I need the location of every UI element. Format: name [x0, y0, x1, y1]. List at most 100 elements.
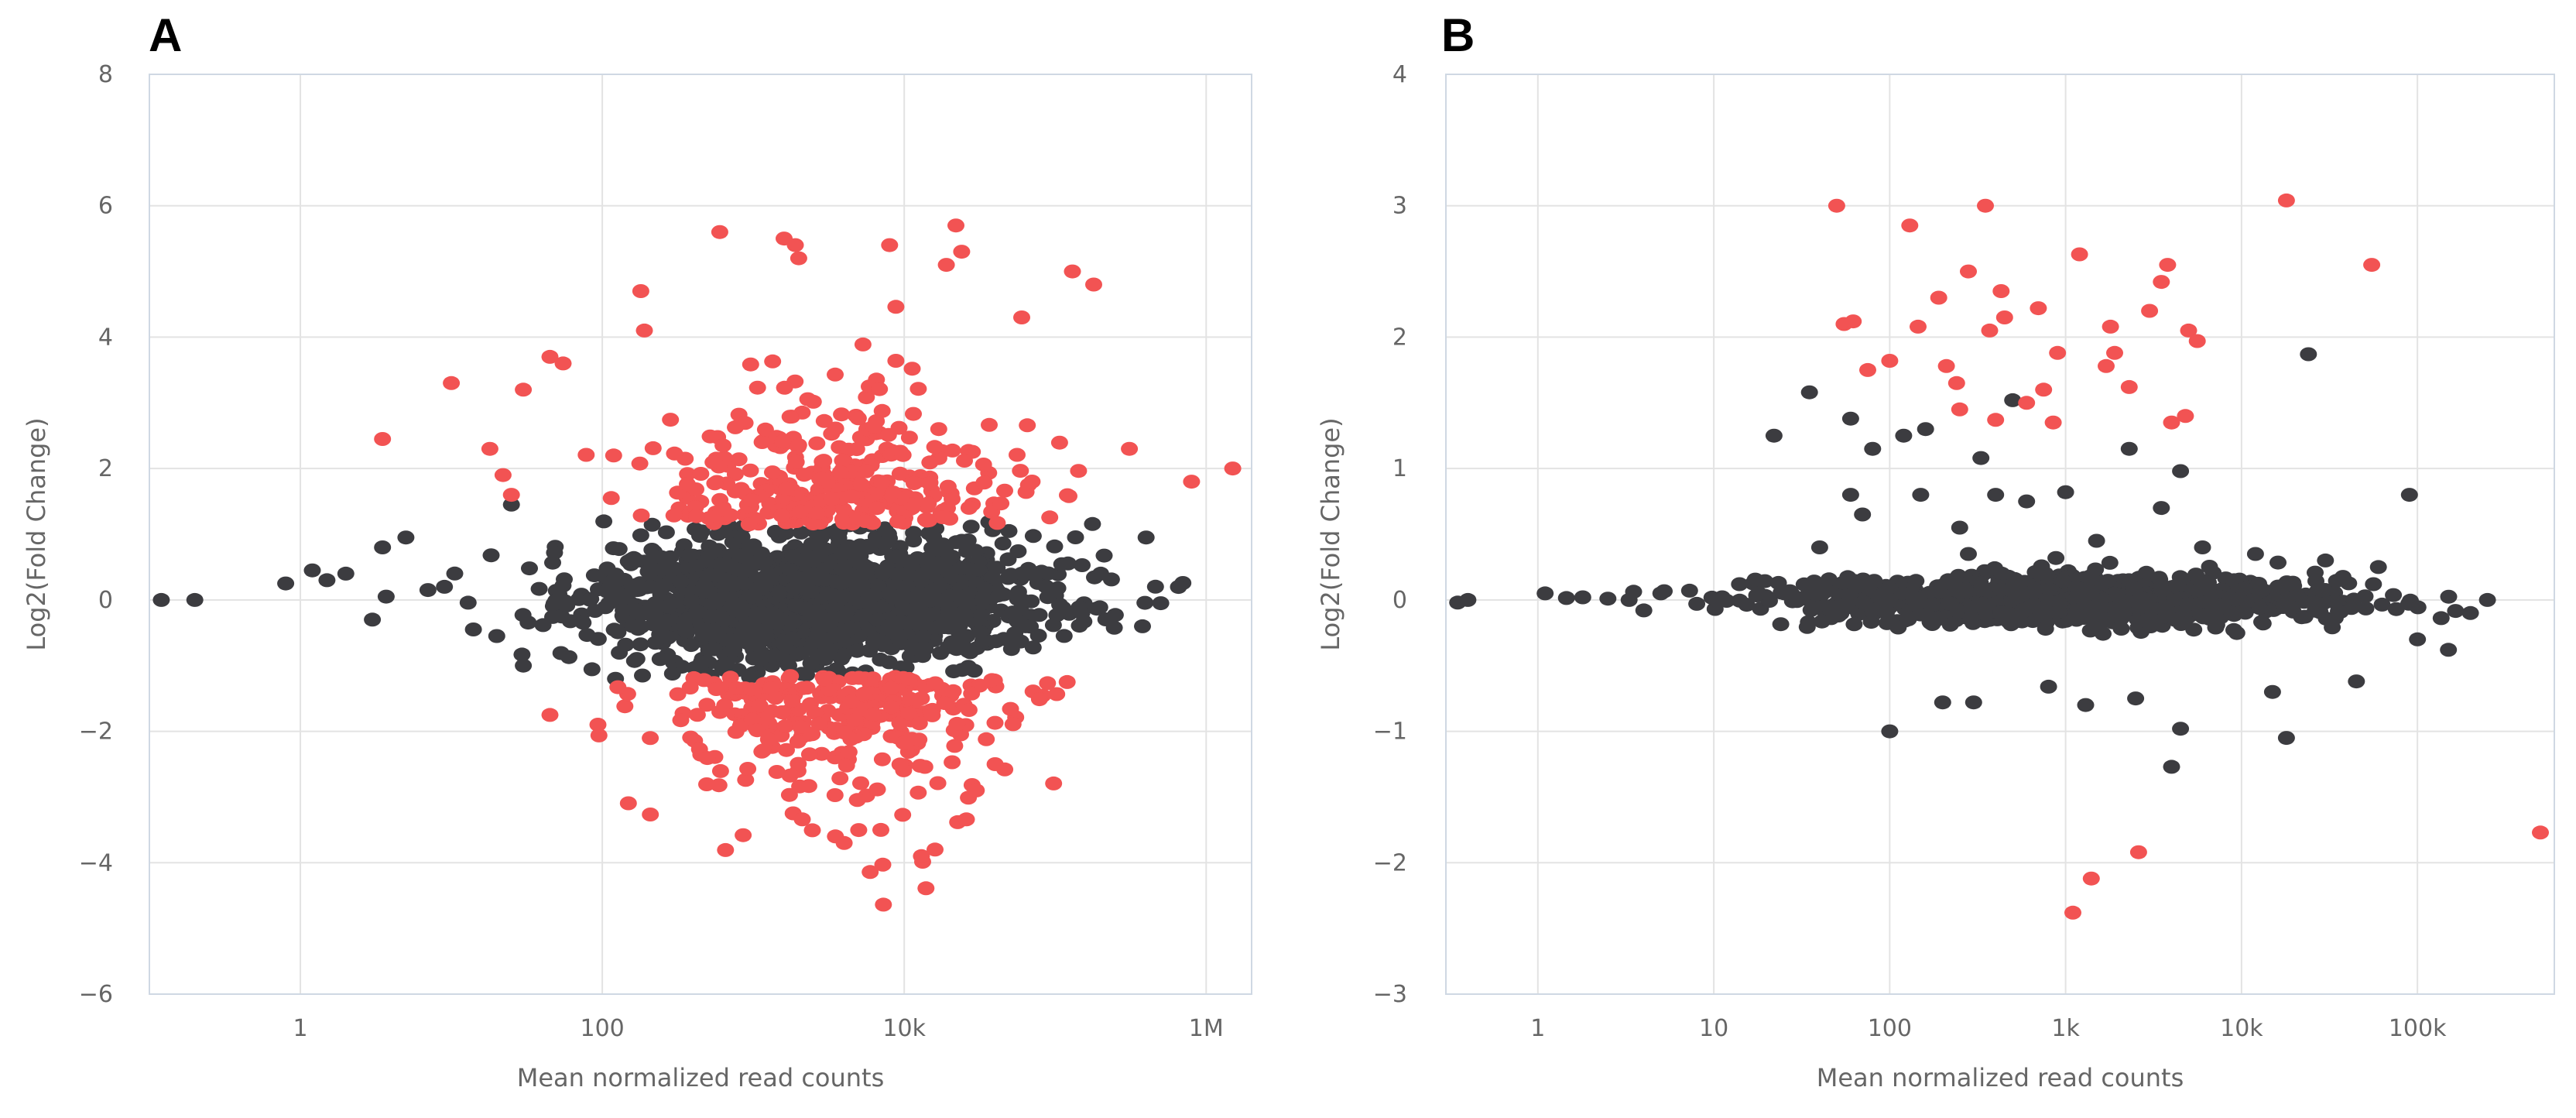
- non-significant-point: [987, 634, 1005, 649]
- non-significant-point: [1134, 619, 1151, 633]
- significant-point: [710, 778, 728, 793]
- significant-point: [855, 686, 873, 701]
- non-significant-point: [2105, 601, 2122, 616]
- significant-point: [554, 356, 572, 371]
- significant-point: [929, 776, 947, 790]
- non-significant-point: [683, 594, 701, 609]
- non-significant-point: [802, 585, 820, 599]
- non-significant-point: [1635, 603, 1653, 618]
- significant-point: [798, 681, 816, 695]
- non-significant-point: [881, 531, 898, 546]
- non-significant-point: [833, 651, 851, 666]
- not_significant-points: [152, 497, 1192, 686]
- significant-point: [735, 828, 752, 842]
- significant-point: [698, 777, 715, 791]
- non-significant-point: [803, 537, 820, 551]
- non-significant-point: [2409, 632, 2427, 646]
- significant-point: [642, 731, 659, 746]
- significant-point: [2049, 345, 2067, 360]
- significant-point: [764, 465, 781, 480]
- x-axis-label: Mean normalized read counts: [517, 1063, 885, 1092]
- significant-point: [714, 438, 732, 453]
- non-significant-point: [2028, 600, 2046, 615]
- non-significant-point: [642, 579, 659, 594]
- significant-point: [701, 429, 719, 444]
- y-tick-label: 6: [98, 193, 113, 220]
- non-significant-point: [914, 649, 932, 664]
- non-significant-point: [1652, 586, 1670, 601]
- significant-point: [923, 708, 941, 722]
- significant-point: [900, 706, 918, 721]
- non-significant-point: [731, 633, 748, 647]
- significant-point: [793, 812, 811, 827]
- non-significant-point: [589, 632, 607, 646]
- non-significant-point: [2295, 595, 2313, 609]
- non-significant-point: [1067, 530, 1084, 544]
- non-significant-point: [659, 630, 677, 645]
- non-significant-point: [2120, 573, 2138, 588]
- non-significant-point: [1930, 584, 1948, 598]
- non-significant-point: [1830, 609, 1848, 622]
- non-significant-point: [1024, 529, 1042, 544]
- significant-point: [975, 458, 992, 472]
- non-significant-point: [755, 571, 772, 586]
- non-significant-point: [515, 658, 533, 673]
- significant-point: [891, 466, 909, 481]
- non-significant-point: [2051, 596, 2069, 611]
- non-significant-point: [812, 630, 830, 645]
- non-significant-point: [950, 588, 968, 603]
- non-significant-point: [2253, 615, 2270, 629]
- significant-point: [858, 390, 875, 405]
- significant-point: [842, 694, 860, 709]
- non-significant-point: [1557, 591, 1575, 605]
- non-significant-point: [2440, 643, 2458, 657]
- significant-point: [823, 492, 840, 506]
- non-significant-point: [1688, 596, 1706, 611]
- non-significant-point: [657, 525, 675, 540]
- ma-plot-panel-a: −6 −4 −2 0 2 4 6 8 1 100 10k 1M Mean normalized read…: [22, 61, 1252, 1092]
- non-significant-point: [970, 562, 988, 577]
- significant-point: [1013, 310, 1030, 324]
- non-significant-point: [459, 595, 477, 610]
- significant-point: [742, 463, 759, 478]
- non-significant-point: [841, 622, 859, 636]
- non-significant-point: [833, 575, 851, 589]
- significant-point: [868, 501, 886, 516]
- x-tick-label: 100: [580, 1015, 624, 1042]
- non-significant-point: [651, 652, 669, 667]
- non-significant-point: [1680, 583, 1698, 598]
- significant-point: [502, 488, 520, 502]
- non-significant-point: [645, 617, 663, 632]
- non-significant-point: [2400, 596, 2417, 611]
- non-significant-point: [888, 549, 906, 564]
- significant-point: [913, 849, 930, 863]
- non-significant-point: [1731, 577, 1749, 592]
- significant-point: [927, 842, 944, 857]
- significant-point: [834, 502, 852, 516]
- significant-point: [1039, 676, 1057, 691]
- non-significant-point: [605, 541, 622, 556]
- significant-point: [1859, 362, 1876, 377]
- non-significant-point: [860, 540, 877, 555]
- significant-point: [1002, 701, 1019, 716]
- non-significant-point: [318, 573, 336, 588]
- non-significant-point: [1810, 540, 1828, 554]
- significant-point: [768, 765, 786, 779]
- significant-point: [885, 485, 902, 500]
- significant-point: [679, 477, 696, 492]
- significant-point: [873, 403, 891, 418]
- significant-point: [789, 734, 807, 749]
- non-significant-point: [945, 664, 963, 679]
- non-significant-point: [2187, 568, 2204, 582]
- non-significant-point: [2385, 588, 2403, 602]
- significant-point: [711, 225, 728, 239]
- significant-point: [2177, 409, 2194, 424]
- significant-point: [2106, 345, 2123, 360]
- non-significant-point: [2269, 555, 2287, 570]
- non-significant-point: [419, 583, 437, 598]
- significant-point: [706, 476, 724, 491]
- non-significant-point: [583, 662, 601, 677]
- non-significant-point: [595, 514, 613, 529]
- significant-point: [849, 411, 867, 426]
- non-significant-point: [983, 569, 1001, 584]
